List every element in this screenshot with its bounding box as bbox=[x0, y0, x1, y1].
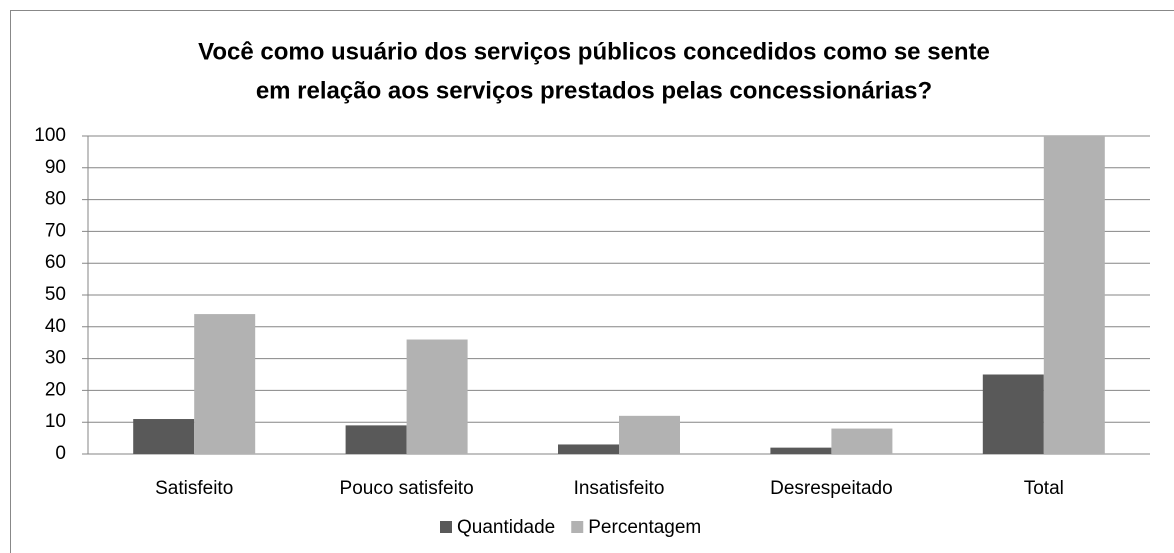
y-tick-label: 30 bbox=[45, 348, 66, 369]
x-tick-label: Insatisfeito bbox=[574, 478, 665, 499]
legend-label: Quantidade bbox=[457, 517, 555, 538]
bar bbox=[558, 444, 619, 454]
y-tick-label: 80 bbox=[45, 189, 66, 210]
bar bbox=[982, 374, 1044, 454]
bar bbox=[831, 428, 893, 454]
chart-frame bbox=[10, 10, 1174, 553]
bar bbox=[133, 419, 195, 454]
legend-label: Percentagem bbox=[588, 517, 701, 538]
bar bbox=[1043, 136, 1105, 454]
y-tick-label: 50 bbox=[45, 284, 66, 305]
legend-swatch bbox=[440, 521, 452, 533]
bar bbox=[619, 415, 680, 454]
x-tick-label: Total bbox=[1024, 478, 1064, 499]
x-tick-label: Pouco satisfeito bbox=[340, 478, 474, 499]
y-tick-label: 60 bbox=[45, 252, 66, 273]
y-tick-label: 100 bbox=[34, 125, 66, 146]
bar bbox=[406, 339, 468, 454]
y-tick-label: 40 bbox=[45, 316, 66, 337]
y-tick-label: 70 bbox=[45, 220, 66, 241]
x-tick-label: Satisfeito bbox=[155, 478, 233, 499]
bar bbox=[345, 425, 407, 454]
y-tick-label: 90 bbox=[45, 157, 66, 178]
bar bbox=[194, 314, 256, 454]
legend-swatch bbox=[571, 521, 584, 533]
y-tick-label: 0 bbox=[55, 443, 66, 464]
y-tick-label: 10 bbox=[45, 411, 66, 432]
chart-title: em relação aos serviços prestados pelas … bbox=[256, 77, 932, 104]
bar bbox=[770, 447, 832, 454]
y-tick-label: 20 bbox=[45, 379, 66, 400]
x-tick-label: Desrespeitado bbox=[770, 478, 893, 499]
chart-title: Você como usuário dos serviços públicos … bbox=[198, 38, 990, 65]
